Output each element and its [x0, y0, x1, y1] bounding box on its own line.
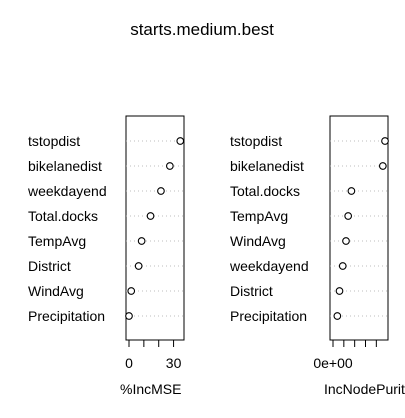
- dotchart-panel-2: tstopdist bikelanedist Total.docks TempAvg W…: [229, 115, 405, 397]
- data-point: [137, 237, 146, 245]
- tick-label: 30: [166, 355, 182, 371]
- category-label: District: [28, 258, 71, 274]
- data-point: [344, 212, 353, 220]
- data-point: [176, 137, 185, 145]
- data-point: [157, 187, 165, 195]
- data-point: [333, 312, 342, 320]
- data-point: [342, 237, 350, 245]
- plot-title: starts.medium.best: [130, 20, 274, 39]
- category-label: WindAvg: [28, 283, 84, 299]
- category-label: bikelanedist: [230, 158, 304, 174]
- category-label: tstopdist: [28, 133, 80, 149]
- category-label: tstopdist: [230, 133, 282, 149]
- x-axis-label: IncNodePurity: [324, 381, 405, 397]
- plot-frame: [329, 115, 389, 341]
- category-label: WindAvg: [230, 233, 286, 249]
- category-label: Total.docks: [28, 208, 98, 224]
- panels: tstopdist bikelanedist weekdayend Total.doc…: [27, 115, 405, 397]
- category-label: TempAvg: [230, 208, 288, 224]
- plot-frame: [125, 115, 185, 341]
- category-label: Precipitation: [230, 308, 307, 324]
- category-label: weekdayend: [229, 258, 309, 274]
- data-point: [146, 212, 155, 220]
- data-point: [378, 162, 387, 170]
- data-point: [166, 162, 174, 170]
- category-label: TempAvg: [28, 233, 86, 249]
- data-point: [134, 262, 143, 270]
- data-point: [338, 262, 347, 270]
- data-point: [347, 187, 356, 195]
- category-label: District: [230, 283, 273, 299]
- data-point: [125, 312, 133, 320]
- dotchart-panel-1: tstopdist bikelanedist weekdayend Total.doc…: [27, 115, 185, 397]
- tick-label: 0e+00: [313, 355, 353, 371]
- tick-label: 0: [125, 355, 133, 371]
- x-axis-label: %IncMSE: [120, 381, 181, 397]
- data-point: [127, 287, 136, 295]
- data-point: [335, 287, 344, 295]
- data-point: [381, 137, 389, 145]
- category-label: Precipitation: [28, 308, 105, 324]
- category-label: weekdayend: [27, 183, 107, 199]
- category-label: bikelanedist: [28, 158, 102, 174]
- category-label: Total.docks: [230, 183, 300, 199]
